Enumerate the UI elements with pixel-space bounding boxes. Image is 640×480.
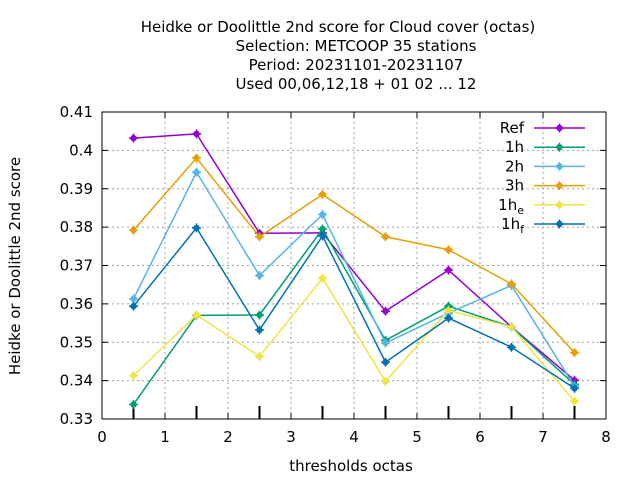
chart-title: Heidke or Doolittle 2nd score for Cloud … <box>141 18 536 93</box>
x-tick-label-5: 5 <box>412 428 422 446</box>
legend-label-1he: 1he <box>498 196 524 217</box>
series-line-3h <box>132 157 576 354</box>
x-tick-label-2: 2 <box>223 428 233 446</box>
series-3h <box>129 153 579 358</box>
legend-label-Ref: Ref <box>500 119 525 137</box>
series-line-1hf <box>132 227 575 389</box>
x-tick-label-3: 3 <box>286 428 296 446</box>
y-axis-ticks: 0.33 0.34 0.35 0.36 0.37 0.38 0.39 0.4 0.41 <box>60 103 606 428</box>
series-line-Ref <box>133 133 575 381</box>
series-group <box>129 129 579 409</box>
y-tick-label-3: 0.36 <box>60 295 93 313</box>
series-1he <box>129 273 579 406</box>
x-tick-label-1: 1 <box>160 428 170 446</box>
legend-item-1he: 1he <box>498 196 585 217</box>
y-tick-label-0: 0.33 <box>60 410 93 428</box>
legend-item-2h: 2h <box>505 157 585 175</box>
title-line-4: Used 00,06,12,18 + 01 02 ... 12 <box>236 75 477 93</box>
title-line-1: Heidke or Doolittle 2nd score for Cloud … <box>141 18 536 36</box>
y-tick-label-5: 0.38 <box>60 218 93 236</box>
x-tick-label-6: 6 <box>475 428 485 446</box>
x-axis-ticks: 0 1 2 3 4 5 6 7 8 <box>97 112 611 446</box>
y-tick-label-6: 0.39 <box>60 180 93 198</box>
legend-label-2h: 2h <box>505 157 524 175</box>
x-tick-label-4: 4 <box>349 428 359 446</box>
legend-item-3h: 3h <box>505 177 585 195</box>
series-Ref <box>129 129 579 385</box>
x-axis-label: thresholds octas <box>289 457 413 475</box>
legend-item-Ref: Ref <box>500 119 585 137</box>
legend-label-1hf: 1hf <box>501 215 525 236</box>
title-line-2: Selection: METCOOP 35 stations <box>236 37 477 55</box>
series-line-2h <box>132 171 576 387</box>
series-1hf <box>129 223 579 393</box>
x-tick-label-8: 8 <box>601 428 611 446</box>
grid <box>102 112 606 419</box>
title-line-3: Period: 20231101-20231107 <box>249 56 464 74</box>
legend-label-3h: 3h <box>505 177 524 195</box>
legend-item-1h: 1h <box>505 138 585 156</box>
y-tick-label-7: 0.4 <box>69 141 93 159</box>
y-tick-label-1: 0.34 <box>60 372 93 390</box>
legend-item-1hf: 1hf <box>501 215 585 236</box>
x-tick-label-0: 0 <box>97 428 107 446</box>
y-tick-label-2: 0.35 <box>60 333 93 351</box>
x-tick-label-7: 7 <box>538 428 548 446</box>
series-line-1he <box>132 277 576 402</box>
y-tick-label-8: 0.41 <box>60 103 93 121</box>
y-tick-label-4: 0.37 <box>60 257 93 275</box>
legend-label-1h: 1h <box>505 138 524 156</box>
y-axis-label: Heidke or Doolittle 2nd score <box>6 157 24 375</box>
